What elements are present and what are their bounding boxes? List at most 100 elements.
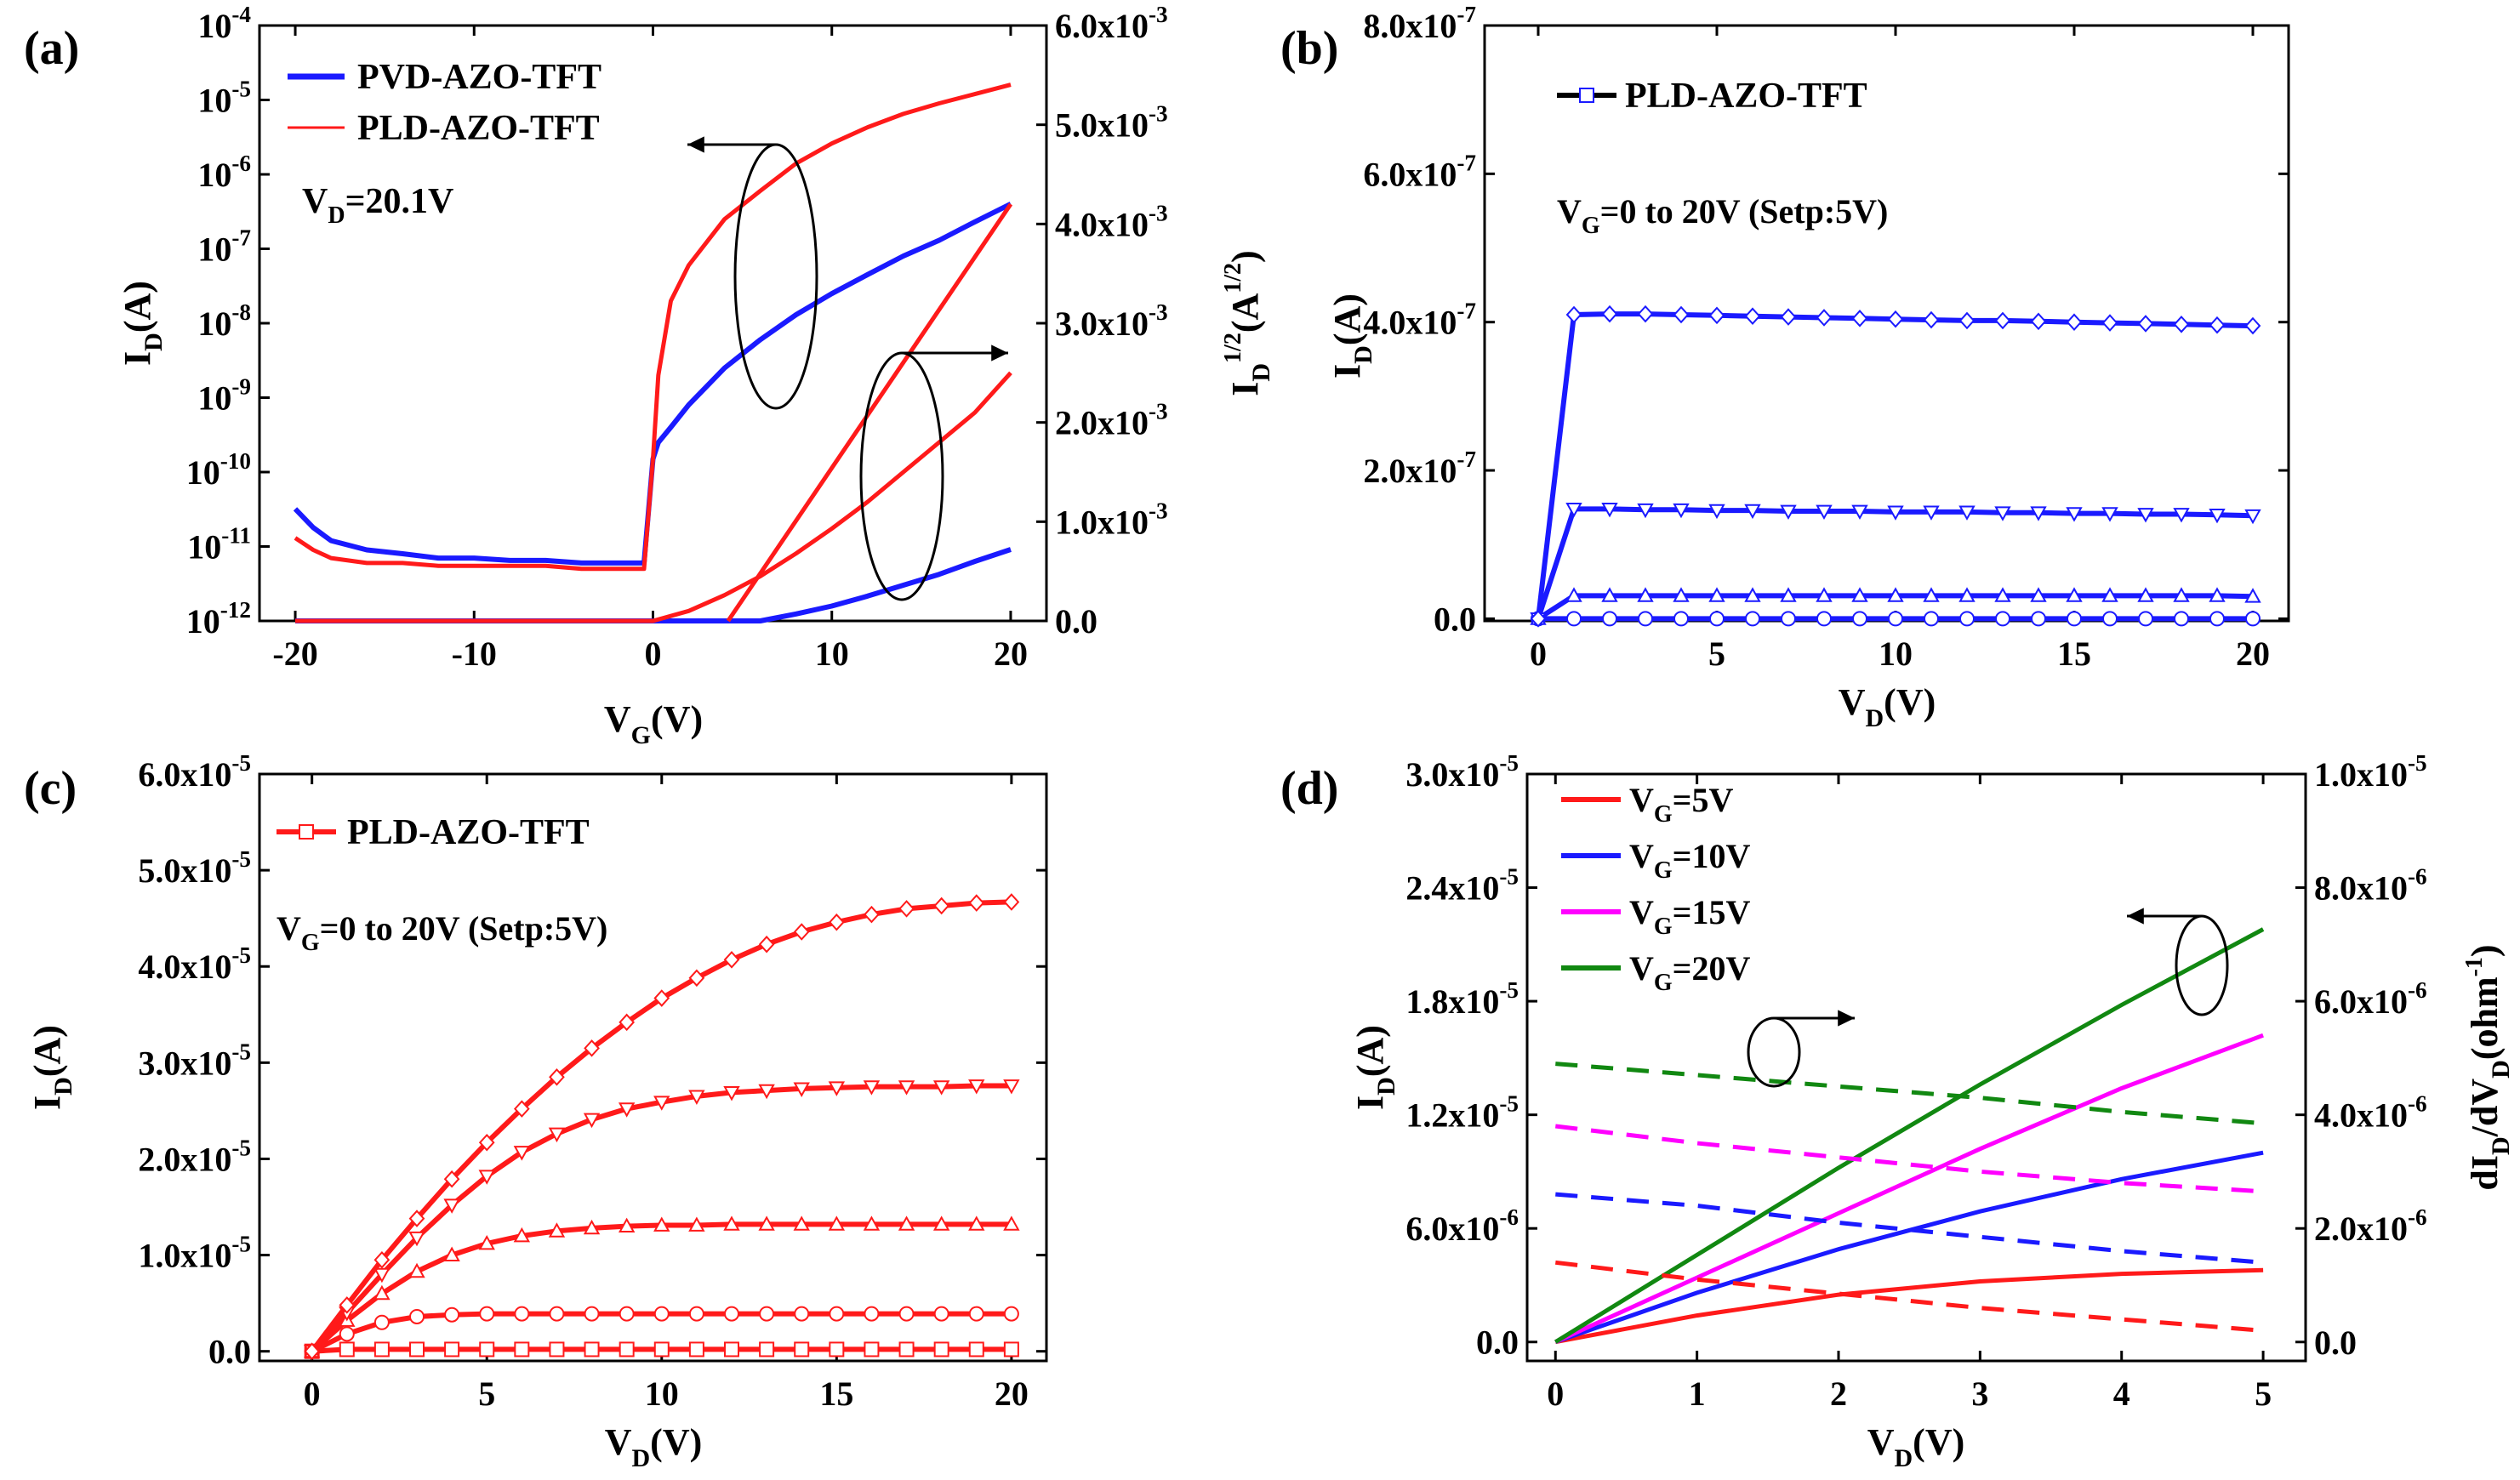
data-point (1958, 311, 1976, 330)
data-point (619, 1013, 636, 1032)
data-point (1851, 504, 1868, 521)
panel-a-yr-tick-label: 6.0x10-3 (1055, 2, 1168, 45)
data-point (443, 1198, 460, 1214)
data-point (723, 1086, 740, 1101)
data-point (1673, 503, 1690, 519)
data-point (1780, 587, 1797, 602)
panel-d-x-tick-label: 0 (1547, 1375, 1564, 1413)
legend-marker (299, 824, 314, 840)
panel-d: 0 1 2 3 4 5 0.0 6.0x10-6 1.2x10-5 1.8x10-5 2.4x10-… (1349, 750, 2515, 1472)
data-point (409, 1308, 425, 1324)
data-point (1851, 587, 1868, 602)
legend-label: VG=5V (1629, 781, 1733, 828)
data-point (513, 1146, 531, 1161)
data-point (2066, 587, 2083, 602)
data-point (339, 1326, 355, 1342)
data-point (758, 935, 775, 953)
data-point (653, 989, 670, 1007)
series-line (1555, 1062, 2264, 1126)
data-point (688, 1341, 704, 1358)
data-point (1852, 611, 1867, 627)
panel-a-yr-tick-label: 1.0x10-3 (1055, 498, 1168, 541)
data-point (723, 1215, 740, 1231)
panel-d-yr-tick-label: 6.0x10-6 (2314, 977, 2427, 1021)
panel-b: 0 5 10 15 20 0.0 2.0x10-7 4.0x10-7 6.0x10-7 8.0x1… (1326, 2, 2290, 732)
data-point (1673, 305, 1690, 324)
legend-label: PLD-AZO-TFT (347, 813, 590, 852)
data-point (2209, 611, 2225, 627)
data-point (723, 951, 740, 969)
data-point (968, 894, 985, 912)
data-point (724, 1306, 739, 1322)
data-point (618, 1102, 636, 1118)
panel-c-y-tick-label: 0.0 (208, 1333, 251, 1371)
data-point (793, 1215, 810, 1231)
panel-d-yr-tick-label: 4.0x10-6 (2314, 1091, 2427, 1135)
data-point (304, 1342, 321, 1360)
data-point (828, 913, 845, 931)
data-point (479, 1306, 495, 1322)
data-point (1637, 305, 1654, 323)
data-point (793, 923, 810, 941)
data-point (1530, 610, 1547, 628)
data-point (2137, 587, 2154, 602)
data-point (549, 1306, 565, 1322)
panel-a-yl-tick-label: 10-10 (186, 448, 251, 492)
data-point (1602, 611, 1617, 627)
panel-a-yl-tick-label: 10-8 (197, 299, 251, 343)
panel-d-yl-tick-label: 3.0x10-5 (1405, 750, 1519, 794)
y-axis-label-left: ID(A) (117, 281, 168, 366)
data-point (828, 1081, 846, 1096)
panel-c-y-tick-label: 2.0x10-5 (138, 1135, 251, 1178)
data-point (408, 1210, 425, 1227)
data-point (688, 1216, 705, 1232)
data-point (1637, 587, 1654, 602)
panel-d-yl-tick-label: 1.8x10-5 (1405, 977, 1519, 1021)
data-point (479, 1341, 495, 1358)
panel-d-yl-tick-label: 2.4x10-5 (1405, 864, 1519, 908)
data-point (933, 897, 950, 915)
data-point (2101, 587, 2118, 602)
arrow-left-axis-head (2127, 908, 2144, 925)
panel-a-x-tick-label: 0 (645, 635, 662, 673)
data-point (1994, 311, 2011, 330)
panel-b-x-tick-label: 20 (2236, 635, 2270, 673)
data-point (653, 1216, 670, 1232)
y-axis-label-right: ID1/2(A1/2) (1220, 250, 1275, 396)
data-point (1958, 587, 1976, 602)
data-point (932, 1080, 950, 1096)
data-point (2173, 508, 2190, 523)
panel-d-frame (1525, 772, 2307, 1363)
data-point (2174, 611, 2189, 627)
data-point (1638, 611, 1653, 627)
panel-d-yr-tick-label: 2.0x10-6 (2314, 1204, 2427, 1248)
data-point (1887, 310, 1904, 328)
data-point (1888, 611, 1903, 627)
series-line (1536, 311, 2254, 619)
legend-label: PLD-AZO-TFT (357, 109, 600, 148)
data-point (1923, 587, 1940, 602)
panel-b-y-tick-label: 4.0x10-7 (1363, 299, 1476, 342)
data-point (2066, 313, 2083, 331)
arrow-right-axis-head (991, 344, 1008, 361)
panel-d-x-tick-label: 5 (2255, 1375, 2272, 1413)
data-point (408, 1262, 425, 1278)
data-point (1994, 587, 2011, 602)
panel-a-x-tick-label: -10 (452, 635, 497, 673)
data-point (829, 1341, 845, 1358)
data-point (1708, 306, 1725, 325)
annotation-vg: VG=0 to 20V (Setp:5V) (277, 909, 607, 956)
x-axis-label: VD(V) (1867, 1421, 1965, 1472)
data-point (1923, 505, 1940, 521)
series-line (1555, 1124, 2264, 1194)
data-point (1003, 1215, 1020, 1231)
data-point (1887, 505, 1904, 521)
data-point (2173, 316, 2190, 333)
panel-c-x-tick-label: 20 (995, 1375, 1029, 1413)
data-point (758, 1084, 775, 1100)
data-point (2138, 611, 2153, 627)
data-point (1744, 307, 1761, 326)
data-point (1566, 611, 1582, 627)
data-point (2209, 316, 2226, 334)
data-point (1673, 611, 1689, 627)
